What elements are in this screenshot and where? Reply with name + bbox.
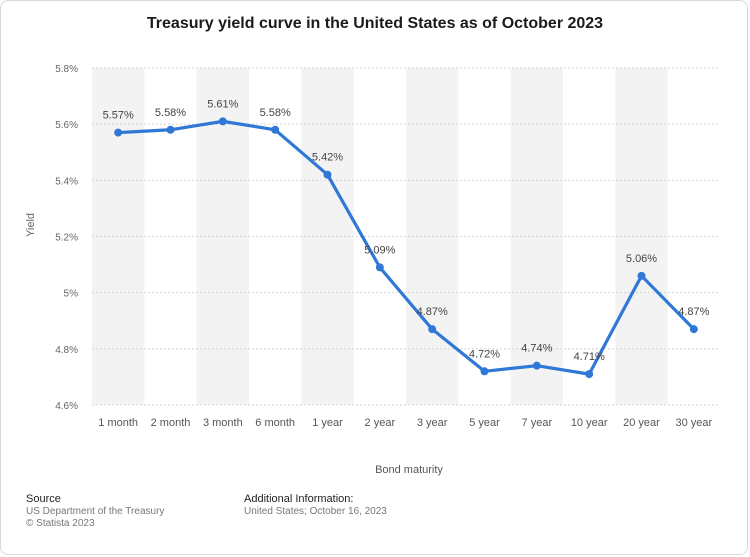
x-tick-label: 2 month: [151, 417, 191, 429]
x-tick-label: 20 year: [623, 417, 660, 429]
additional-info-line: United States; October 16, 2023: [244, 505, 387, 517]
y-tick-label: 5.2%: [55, 233, 78, 244]
source-heading: Source: [26, 493, 61, 505]
y-tick-label: 4.6%: [55, 401, 78, 412]
y-tick-label: 5%: [64, 289, 79, 300]
data-label: 5.61%: [207, 98, 238, 110]
x-tick-label: 3 year: [417, 417, 448, 429]
data-label: 5.42%: [312, 152, 343, 164]
line-chart: 4.6% 4.8% 5% 5.2% 5.4% 5.6% 5.8% 1 month 2 month…: [55, 64, 720, 429]
chart-title: Treasury yield curve in the United State…: [146, 15, 604, 32]
data-point: [428, 325, 437, 334]
data-point: [532, 361, 541, 370]
source-block: Source US Department of the Treasury © S…: [26, 493, 164, 531]
y-tick-label: 5.8%: [55, 64, 78, 75]
x-tick-label: 30 year: [675, 417, 712, 429]
data-point: [480, 367, 489, 376]
data-label: 4.87%: [417, 306, 448, 318]
data-label: 4.72%: [469, 348, 500, 360]
data-point: [585, 370, 594, 379]
additional-info-block: Additional Information: United States; O…: [244, 493, 387, 518]
x-axis-label: Bond maturity: [375, 464, 443, 476]
y-tick-label: 4.8%: [55, 345, 78, 356]
x-tick-label: 5 year: [469, 417, 500, 429]
additional-info-heading: Additional Information:: [244, 493, 354, 505]
x-tick-label: 1 month: [98, 417, 138, 429]
data-point: [637, 271, 646, 280]
x-tick-label: 6 month: [255, 417, 295, 429]
data-point: [218, 117, 227, 126]
source-line-1: US Department of the Treasury: [26, 505, 165, 517]
data-point: [375, 263, 384, 272]
x-tick-label: 2 year: [365, 417, 396, 429]
data-point: [323, 170, 332, 179]
y-tick-label: 5.6%: [55, 120, 78, 131]
data-label: 5.57%: [103, 110, 134, 122]
x-tick-label: 1 year: [312, 417, 343, 429]
y-axis-label: Yield: [25, 212, 37, 237]
x-tick-label: 3 month: [203, 417, 243, 429]
x-tick-label: 7 year: [522, 417, 553, 429]
data-label: 5.58%: [260, 107, 291, 119]
data-label: 5.58%: [155, 107, 186, 119]
data-label: 4.71%: [574, 351, 605, 363]
x-tick-label: 10 year: [571, 417, 608, 429]
data-point: [689, 325, 698, 334]
data-point: [166, 125, 175, 134]
data-label: 5.09%: [364, 244, 395, 256]
y-tick-label: 5.4%: [55, 176, 78, 187]
data-point: [114, 128, 123, 137]
source-line-2: © Statista 2023: [26, 518, 95, 529]
data-point: [271, 125, 280, 134]
series-line: [116, 119, 696, 376]
data-label: 4.74%: [521, 343, 552, 355]
data-label: 5.06%: [626, 253, 657, 265]
data-label: 4.87%: [678, 306, 709, 318]
